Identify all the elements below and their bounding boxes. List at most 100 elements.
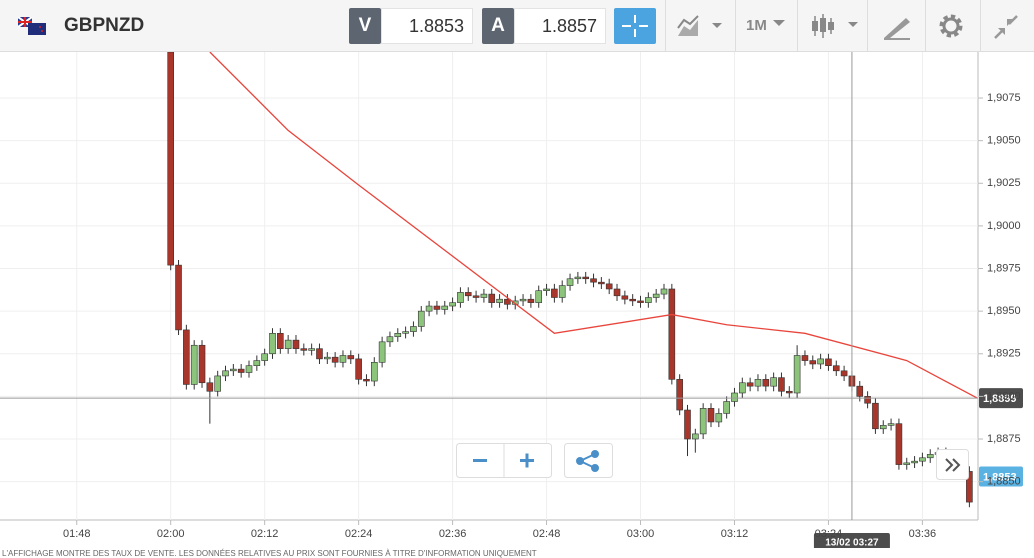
- candle-body: [190, 344, 198, 385]
- candle-body: [660, 288, 668, 295]
- candle-body: [378, 341, 386, 363]
- candle-body: [785, 390, 793, 394]
- candle-body: [167, 52, 174, 266]
- timeframe-arrow: [773, 20, 785, 26]
- crosshair-x-label: 13/02 03:27: [825, 538, 879, 548]
- candle-body: [864, 396, 871, 404]
- candle-body: [684, 409, 691, 440]
- candle-body: [856, 385, 864, 397]
- candle-body: [652, 293, 660, 298]
- candle-body: [449, 302, 456, 307]
- candle-body: [590, 278, 597, 283]
- y-tick-label: 1,9000: [987, 220, 1021, 232]
- candle-body: [762, 379, 770, 387]
- candle-body: [832, 365, 840, 372]
- candle-body: [245, 365, 253, 373]
- candle-body: [269, 333, 276, 355]
- candle-body: [488, 293, 496, 303]
- candle-body: [723, 401, 730, 414]
- candle-body: [754, 379, 762, 387]
- share-button[interactable]: [564, 443, 613, 478]
- candle-body: [222, 370, 229, 377]
- candle-body: [574, 276, 582, 280]
- candle-body: [605, 283, 613, 290]
- candle-body: [699, 408, 707, 435]
- y-tick-label: 1,9075: [987, 92, 1021, 104]
- crosshair-button[interactable]: [614, 8, 656, 44]
- candle-body: [504, 298, 511, 305]
- scroll-right-button[interactable]: [936, 449, 970, 481]
- candle-body: [582, 276, 590, 280]
- moving-average: [209, 52, 978, 399]
- candle-body: [778, 377, 785, 392]
- candle-body: [668, 288, 676, 380]
- candle-body: [637, 300, 644, 303]
- timeframe[interactable]: 1M: [746, 17, 767, 34]
- candle-body: [707, 408, 715, 423]
- ask-label[interactable]: A: [482, 8, 514, 44]
- symbol: GBPNZD: [64, 15, 145, 36]
- candle-body: [919, 457, 926, 462]
- candle-body: [895, 423, 903, 465]
- bid-label[interactable]: V: [349, 8, 381, 44]
- flag-icon: [18, 17, 46, 35]
- candle-body: [261, 353, 268, 361]
- candle-body: [879, 425, 887, 430]
- zoom-controls: [456, 443, 613, 478]
- candle-body: [292, 339, 300, 349]
- candle-body: [253, 360, 261, 367]
- candle-body: [417, 310, 425, 327]
- x-tick-label: 03:00: [627, 528, 655, 540]
- draw-button[interactable]: [882, 14, 912, 40]
- candle-body: [386, 336, 394, 343]
- candle-body: [809, 360, 817, 365]
- candle-body: [825, 358, 832, 367]
- last-price-label: 1,8853: [983, 471, 1017, 483]
- crosshair-y-box: [979, 388, 1023, 409]
- candle-body: [402, 331, 409, 334]
- candle-body: [331, 356, 339, 363]
- candle-type-button[interactable]: [810, 12, 860, 40]
- candle-body: [284, 339, 292, 349]
- candle-body: [543, 288, 550, 291]
- candle-body: [363, 379, 370, 382]
- collapse-button[interactable]: [992, 13, 1020, 41]
- crosshair-y-label: 1,8899: [983, 393, 1017, 405]
- candle-body: [355, 358, 362, 380]
- candle-body: [966, 471, 973, 503]
- y-tick-label: 1,8975: [987, 262, 1021, 274]
- candle-body: [911, 460, 918, 464]
- ask-price[interactable]: 1.8857: [514, 8, 606, 44]
- candle-body: [433, 305, 441, 310]
- candle-body: [324, 356, 331, 360]
- candle-body: [183, 329, 190, 385]
- candle-body: [300, 348, 308, 351]
- candle-body: [676, 379, 683, 411]
- candle-body: [621, 295, 629, 300]
- chart-type-button[interactable]: [676, 14, 726, 38]
- candle-body: [926, 454, 934, 459]
- bid-price[interactable]: 1.8853: [381, 8, 473, 44]
- candle-body: [277, 333, 284, 349]
- candle-body: [613, 288, 621, 297]
- overlay: 1,8899 13/02 03:27 1,8853: [0, 52, 1023, 548]
- header: GBPNZD V 1.8853 A 1.8857 1M: [0, 0, 1034, 52]
- y-tick-label: 1,8925: [987, 348, 1021, 360]
- candle-body: [840, 370, 848, 377]
- y-tick-label: 1,9025: [987, 177, 1021, 189]
- settings-button[interactable]: [937, 12, 965, 40]
- zoom-in[interactable]: [520, 453, 534, 468]
- candle-body: [206, 382, 214, 392]
- y-tick-label: 1,8950: [987, 305, 1021, 317]
- candle-body: [746, 382, 754, 387]
- candle-body: [793, 355, 801, 394]
- y-tick-label: 1,9050: [987, 135, 1021, 147]
- candle-body: [175, 264, 182, 331]
- candle-body: [629, 298, 636, 302]
- disclaimer: L'AFFICHAGE MONTRE DES TAUX DE VENTE. LE…: [2, 549, 537, 558]
- candle-body: [645, 297, 652, 303]
- y-axis-bg: [978, 52, 1034, 520]
- candle-body: [731, 392, 738, 402]
